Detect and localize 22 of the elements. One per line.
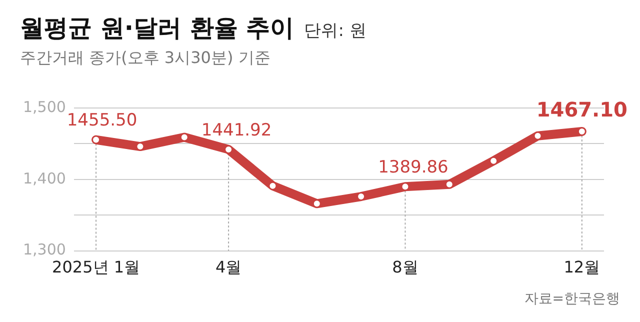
point	[445, 180, 454, 188]
text: 단위: 원	[304, 20, 366, 42]
y-tick-label: 1,400	[22, 169, 66, 188]
point	[312, 200, 321, 208]
data-label: 1455.50	[66, 110, 138, 131]
chart-title: 월평균 원·달러 환율 추이	[20, 13, 294, 44]
x-tick-label: 2025년 1월	[52, 258, 140, 277]
point	[268, 182, 277, 190]
data-label: 1441.92	[201, 120, 272, 140]
text: 자료=한국은행	[524, 290, 620, 308]
x-tick-label: 4월	[215, 258, 242, 277]
data-label: 1467.10	[536, 98, 628, 122]
y-tick-label: 1,300	[22, 240, 66, 259]
point	[534, 132, 542, 140]
x-tick-label: 8월	[392, 258, 418, 277]
y-tick-label: 1,500	[22, 98, 66, 116]
chart-subtitle: 주간거래 종가(오후 3시30분) 기준	[20, 48, 270, 69]
data-label: 1389.86	[378, 158, 448, 178]
point	[180, 133, 188, 142]
point	[401, 182, 410, 191]
x-tick-label: 12월	[564, 258, 600, 277]
point	[490, 156, 498, 165]
